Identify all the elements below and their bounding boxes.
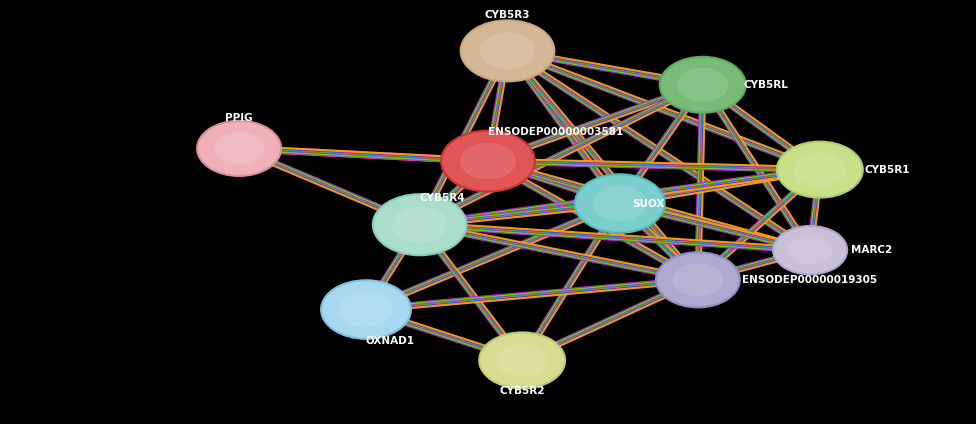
Text: ENSODEP00000019305: ENSODEP00000019305	[742, 275, 876, 285]
Text: CYB5R3: CYB5R3	[485, 10, 530, 20]
Ellipse shape	[660, 57, 746, 113]
Text: PPIG: PPIG	[225, 113, 253, 123]
Ellipse shape	[391, 206, 448, 243]
Ellipse shape	[441, 131, 535, 192]
Ellipse shape	[461, 20, 554, 81]
Ellipse shape	[575, 174, 665, 233]
Ellipse shape	[788, 236, 833, 265]
Ellipse shape	[321, 280, 411, 339]
Text: OXNAD1: OXNAD1	[366, 336, 415, 346]
Ellipse shape	[373, 194, 467, 255]
Ellipse shape	[497, 343, 548, 377]
Text: CYB5R2: CYB5R2	[500, 386, 545, 396]
Ellipse shape	[460, 143, 516, 179]
Text: CYB5R1: CYB5R1	[865, 165, 911, 175]
Ellipse shape	[479, 332, 565, 388]
Ellipse shape	[214, 132, 264, 165]
Ellipse shape	[339, 292, 393, 327]
Ellipse shape	[656, 252, 740, 307]
Ellipse shape	[672, 263, 723, 296]
Text: MARC2: MARC2	[851, 245, 892, 255]
Text: ENSODEP00000003581: ENSODEP00000003581	[488, 127, 624, 137]
Ellipse shape	[592, 186, 647, 221]
Ellipse shape	[197, 121, 281, 176]
Ellipse shape	[677, 68, 728, 102]
Text: CYB5RL: CYB5RL	[744, 80, 789, 90]
Ellipse shape	[777, 142, 863, 198]
Text: CYB5R4: CYB5R4	[420, 193, 466, 204]
Ellipse shape	[794, 153, 845, 187]
Ellipse shape	[479, 33, 536, 69]
Ellipse shape	[773, 226, 847, 274]
Text: SUOX: SUOX	[632, 198, 665, 209]
